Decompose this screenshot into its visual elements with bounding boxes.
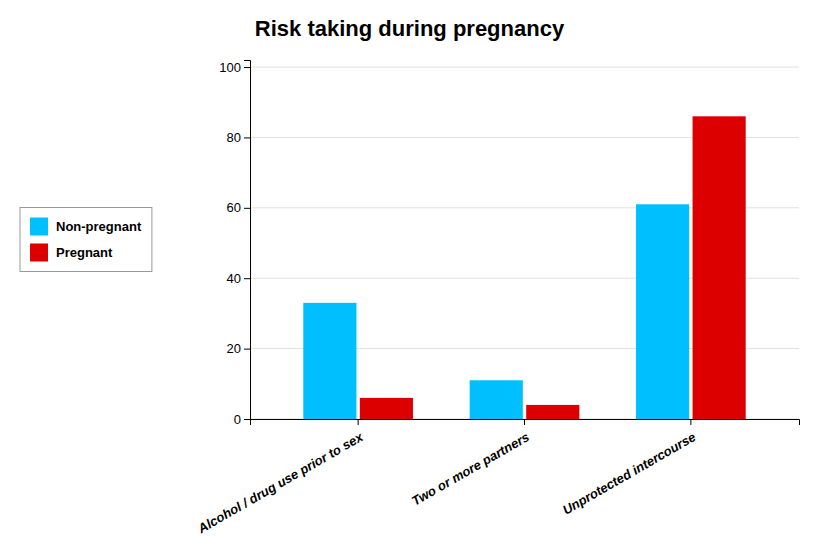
legend: Non-pregnant Pregnant <box>20 208 152 272</box>
title: Risk taking during pregnancy <box>255 16 565 41</box>
y-tick-mark <box>244 349 250 350</box>
y-tick: 60 <box>227 200 250 215</box>
y-tick-label: 80 <box>227 130 241 145</box>
bar <box>360 398 413 419</box>
y-tick: 0 <box>234 412 250 427</box>
bar <box>693 116 746 419</box>
bars <box>303 116 745 419</box>
x-tick: Alcohol / drug use prior to sex <box>194 419 366 537</box>
y-tick: 40 <box>227 271 250 286</box>
x-tick: Unprotected intercourse <box>560 419 698 518</box>
bar <box>636 204 689 419</box>
x-tick-label: Unprotected intercourse <box>560 429 698 517</box>
legend-label: Non-pregnant <box>56 219 142 234</box>
y-tick-mark <box>244 208 250 209</box>
y-tick-label: 60 <box>227 200 241 215</box>
legend-frame <box>20 208 152 272</box>
bar <box>303 303 356 419</box>
x-tick-mark <box>524 419 525 425</box>
y-tick-mark <box>244 137 250 138</box>
y-tick: 80 <box>227 130 250 145</box>
x-tick-mark <box>690 419 691 425</box>
plot: 0 20 40 60 80 100 Alcohol / drug use prior to … <box>194 60 799 537</box>
bar <box>470 380 523 419</box>
y-tick-label: 0 <box>234 412 241 427</box>
x-axis-line <box>251 420 800 426</box>
grid <box>250 67 799 419</box>
y-tick-mark <box>244 419 250 420</box>
chart: Risk taking during pregnancy 0 20 40 60 80 100… <box>0 0 819 559</box>
series <box>360 116 746 419</box>
y-axis: 0 20 40 60 80 100 <box>219 60 250 427</box>
y-tick-mark <box>244 67 250 68</box>
y-tick: 20 <box>227 341 250 356</box>
x-tick: Two or more partners <box>409 419 532 509</box>
legend-item: Pregnant <box>30 244 113 262</box>
x-tick-label: Two or more partners <box>409 429 532 509</box>
y-tick-label: 20 <box>227 341 241 356</box>
y-tick-label: 100 <box>219 60 241 75</box>
y-tick-label: 40 <box>227 271 241 286</box>
x-axis: Alcohol / drug use prior to sex Two or mo… <box>194 419 799 537</box>
x-tick-label: Alcohol / drug use prior to sex <box>194 429 366 537</box>
legend-item: Non-pregnant <box>30 218 142 236</box>
grid-line <box>250 67 799 68</box>
y-tick-mark <box>244 278 250 279</box>
legend-swatch <box>30 244 48 262</box>
y-tick: 100 <box>219 60 250 75</box>
legend-swatch <box>30 218 48 236</box>
legend-label: Pregnant <box>56 245 113 260</box>
bar <box>526 405 579 419</box>
series <box>303 204 689 419</box>
x-tick-mark <box>358 419 359 425</box>
y-axis-line <box>244 61 251 420</box>
